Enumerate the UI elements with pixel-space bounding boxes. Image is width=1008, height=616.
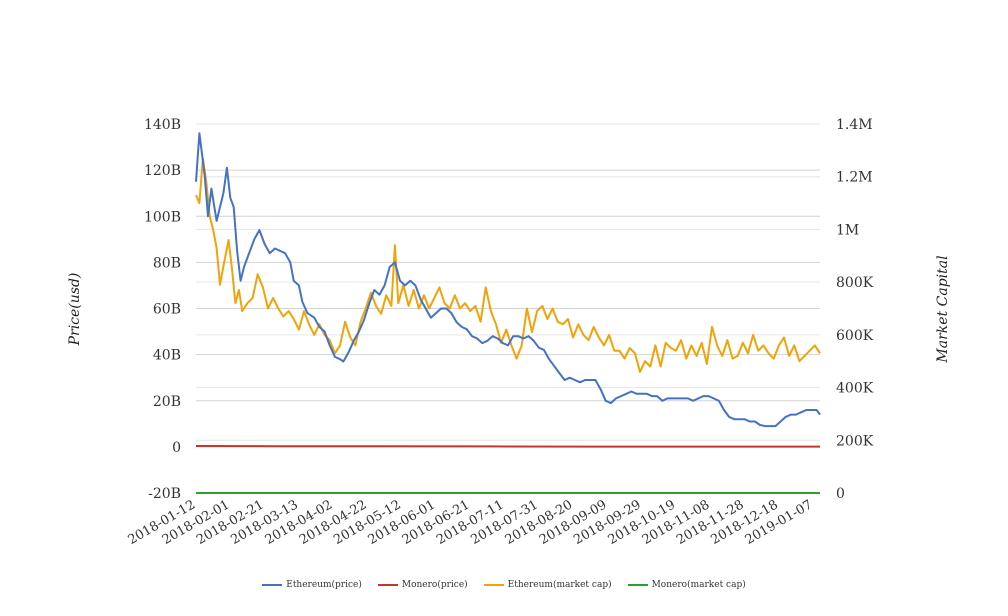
legend-swatch <box>627 584 648 586</box>
y2-tick-label: 200K <box>836 433 874 449</box>
series-lines <box>195 132 821 494</box>
series-line-ethereum-price <box>195 132 821 428</box>
y-tick-label: 20B <box>153 394 181 410</box>
y-tick-label: 80B <box>153 255 181 271</box>
grid-lines <box>196 123 820 494</box>
y2-tick-label: 0 <box>836 486 845 502</box>
x-axis-ticks: 2018-01-122018-02-012018-02-212018-03-13… <box>126 497 816 547</box>
y-tick-label: 40B <box>153 348 181 364</box>
y-tick-label: 140B <box>144 117 181 133</box>
y-tick-label: 120B <box>144 163 181 179</box>
series-line-ethereum-market-cap <box>195 157 821 373</box>
y-tick-label: -20B <box>148 486 181 502</box>
y-axis-title: Price(usd) <box>67 273 83 347</box>
legend-label: Ethereum(price) <box>286 580 362 590</box>
legend-label: Monero(market cap) <box>651 580 746 590</box>
y2-axis-title: Market Capital <box>935 255 951 363</box>
y2-tick-label: 600K <box>836 328 874 344</box>
right-axis-ticks: 1.4M 1.2M 1M 800K 600K 400K 200K 0 <box>836 117 874 502</box>
legend-item: Monero(price) <box>377 576 468 594</box>
legend-swatch <box>483 584 504 586</box>
y2-tick-label: 1M <box>836 222 859 238</box>
legend-swatch <box>377 584 398 586</box>
y-tick-label: 0 <box>172 440 181 456</box>
y2-tick-label: 800K <box>836 275 874 291</box>
legend-swatch <box>262 584 283 586</box>
legend: Ethereum(price) Monero(price) Ethereum(mar… <box>0 576 1008 594</box>
y2-tick-label: 400K <box>836 381 874 397</box>
line-chart: 140B 120B 100B 80B 60B 40B 20B 0 -20B 1.4M 1.2M 1M… <box>67 117 951 548</box>
legend-item: Ethereum(price) <box>262 576 362 594</box>
y-tick-label: 60B <box>153 302 181 318</box>
legend-label: Monero(price) <box>401 580 468 590</box>
left-axis-ticks: 140B 120B 100B 80B 60B 40B 20B 0 -20B <box>144 117 181 502</box>
y2-tick-label: 1.4M <box>836 117 873 133</box>
legend-item: Monero(market cap) <box>627 576 746 594</box>
legend-label: Ethereum(market cap) <box>507 580 612 590</box>
y-tick-label: 100B <box>144 209 181 225</box>
series-line-monero-price <box>195 445 820 448</box>
legend-item: Ethereum(market cap) <box>483 576 612 594</box>
y2-tick-label: 1.2M <box>836 170 873 186</box>
